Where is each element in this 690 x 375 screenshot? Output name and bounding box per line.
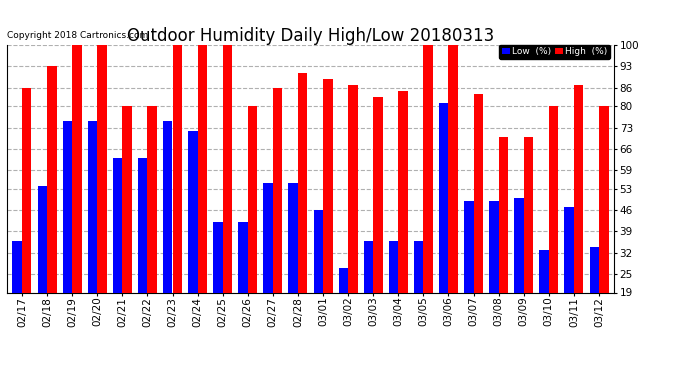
Bar bbox=[489, 201, 499, 292]
Bar bbox=[549, 106, 558, 292]
Bar bbox=[348, 85, 357, 292]
Bar bbox=[223, 45, 233, 292]
Bar bbox=[388, 240, 398, 292]
Bar bbox=[323, 79, 333, 292]
Bar bbox=[298, 72, 308, 292]
Bar bbox=[72, 45, 81, 292]
Bar bbox=[448, 45, 458, 292]
Bar bbox=[22, 88, 32, 292]
Bar bbox=[564, 207, 574, 292]
Bar bbox=[288, 183, 298, 292]
Bar bbox=[213, 222, 223, 292]
Bar bbox=[524, 136, 533, 292]
Text: Copyright 2018 Cartronics.com: Copyright 2018 Cartronics.com bbox=[7, 31, 148, 40]
Title: Outdoor Humidity Daily High/Low 20180313: Outdoor Humidity Daily High/Low 20180313 bbox=[127, 27, 494, 45]
Legend: Low  (%), High  (%): Low (%), High (%) bbox=[500, 45, 609, 59]
Bar bbox=[540, 250, 549, 292]
Bar bbox=[248, 106, 257, 292]
Bar bbox=[172, 45, 182, 292]
Bar bbox=[589, 247, 599, 292]
Bar bbox=[414, 240, 424, 292]
Bar bbox=[197, 45, 207, 292]
Bar bbox=[424, 45, 433, 292]
Bar bbox=[574, 85, 584, 292]
Bar bbox=[339, 268, 348, 292]
Bar bbox=[373, 97, 383, 292]
Bar bbox=[188, 130, 197, 292]
Bar bbox=[364, 240, 373, 292]
Bar bbox=[398, 91, 408, 292]
Bar bbox=[97, 45, 107, 292]
Bar bbox=[148, 106, 157, 292]
Bar bbox=[12, 240, 22, 292]
Bar bbox=[439, 103, 449, 292]
Bar bbox=[473, 94, 483, 292]
Bar bbox=[122, 106, 132, 292]
Bar bbox=[264, 183, 273, 292]
Bar bbox=[499, 136, 509, 292]
Bar bbox=[37, 186, 47, 292]
Bar bbox=[47, 66, 57, 292]
Bar bbox=[238, 222, 248, 292]
Bar bbox=[514, 198, 524, 292]
Bar bbox=[163, 122, 172, 292]
Bar bbox=[88, 122, 97, 292]
Bar bbox=[313, 210, 323, 292]
Bar bbox=[273, 88, 282, 292]
Bar bbox=[599, 106, 609, 292]
Bar bbox=[112, 158, 122, 292]
Bar bbox=[464, 201, 473, 292]
Bar bbox=[138, 158, 148, 292]
Bar bbox=[63, 122, 72, 292]
